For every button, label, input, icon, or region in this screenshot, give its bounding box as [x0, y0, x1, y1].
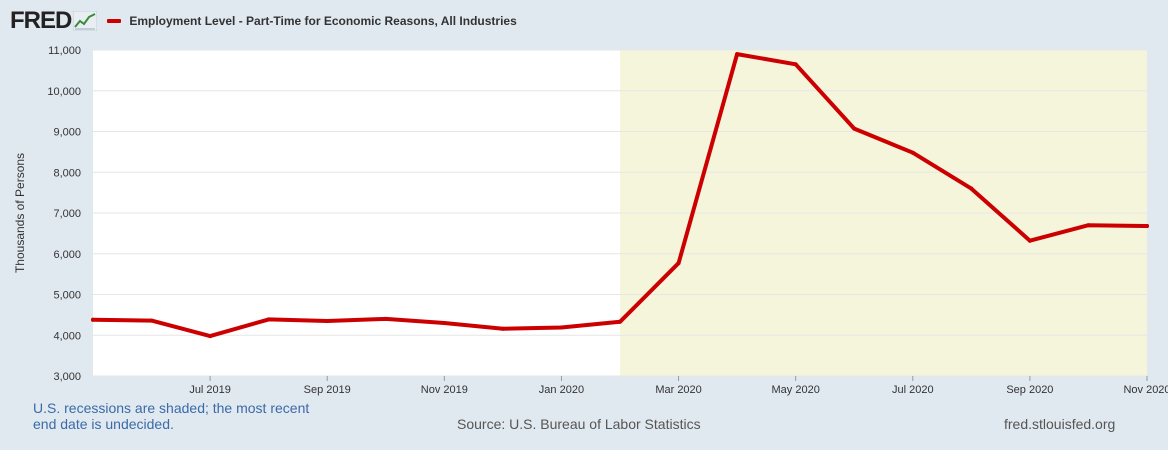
x-tick-label: Nov 2019	[421, 384, 468, 396]
chart-header: FRED Employment Level - Part-Time for Ec…	[10, 6, 517, 36]
recession-note: U.S. recessions are shaded; the most rec…	[33, 400, 310, 432]
data-point[interactable]	[325, 318, 330, 323]
data-point[interactable]	[852, 126, 857, 131]
x-tick-label: Sep 2019	[304, 384, 351, 396]
y-tick-label: 8,000	[53, 167, 81, 179]
line-chart-icon	[73, 11, 98, 31]
y-tick-label: 6,000	[53, 249, 81, 261]
fred-logo[interactable]: FRED	[10, 7, 98, 35]
x-tick-label: Mar 2020	[655, 384, 701, 396]
y-tick-label: 10,000	[47, 86, 81, 98]
x-tick-label: Jul 2019	[189, 384, 231, 396]
data-point[interactable]	[1086, 223, 1091, 228]
data-point[interactable]	[618, 319, 622, 324]
legend-swatch	[107, 19, 122, 23]
y-tick-label: 4,000	[53, 330, 81, 342]
data-point[interactable]	[91, 317, 95, 322]
y-tick-label: 5,000	[53, 290, 81, 302]
x-tick-label: May 2020	[772, 384, 820, 396]
data-point[interactable]	[266, 317, 271, 322]
x-tick-label: Jan 2020	[539, 384, 584, 396]
x-tick-label: Sep 2020	[1006, 384, 1053, 396]
data-point[interactable]	[969, 186, 974, 191]
y-tick-label: 9,000	[53, 127, 81, 139]
data-point[interactable]	[676, 261, 681, 266]
data-point[interactable]	[910, 150, 915, 155]
data-point[interactable]	[208, 334, 213, 339]
y-axis-label: Thousands of Persons	[13, 153, 27, 273]
fred-logo-text: FRED	[10, 7, 72, 34]
data-point[interactable]	[442, 321, 447, 326]
legend[interactable]: Employment Level - Part-Time for Economi…	[107, 14, 517, 28]
legend-series-name: Employment Level - Part-Time for Economi…	[129, 14, 517, 28]
data-point[interactable]	[149, 318, 154, 323]
x-tick-label: Nov 2020	[1123, 384, 1168, 396]
data-point[interactable]	[559, 325, 564, 330]
y-tick-label: 11,000	[48, 45, 81, 57]
data-point[interactable]	[735, 52, 740, 57]
data-point[interactable]	[1145, 224, 1149, 229]
data-point[interactable]	[1027, 238, 1032, 243]
data-point[interactable]	[500, 326, 505, 331]
y-tick-label: 7,000	[53, 208, 81, 220]
source-text: Source: U.S. Bureau of Labor Statistics	[457, 416, 701, 432]
data-point[interactable]	[793, 62, 798, 67]
y-tick-label: 3,000	[53, 371, 81, 383]
site-link[interactable]: fred.stlouisfed.org	[1004, 416, 1116, 432]
data-point[interactable]	[383, 316, 388, 321]
x-tick-label: Jul 2020	[892, 384, 934, 396]
